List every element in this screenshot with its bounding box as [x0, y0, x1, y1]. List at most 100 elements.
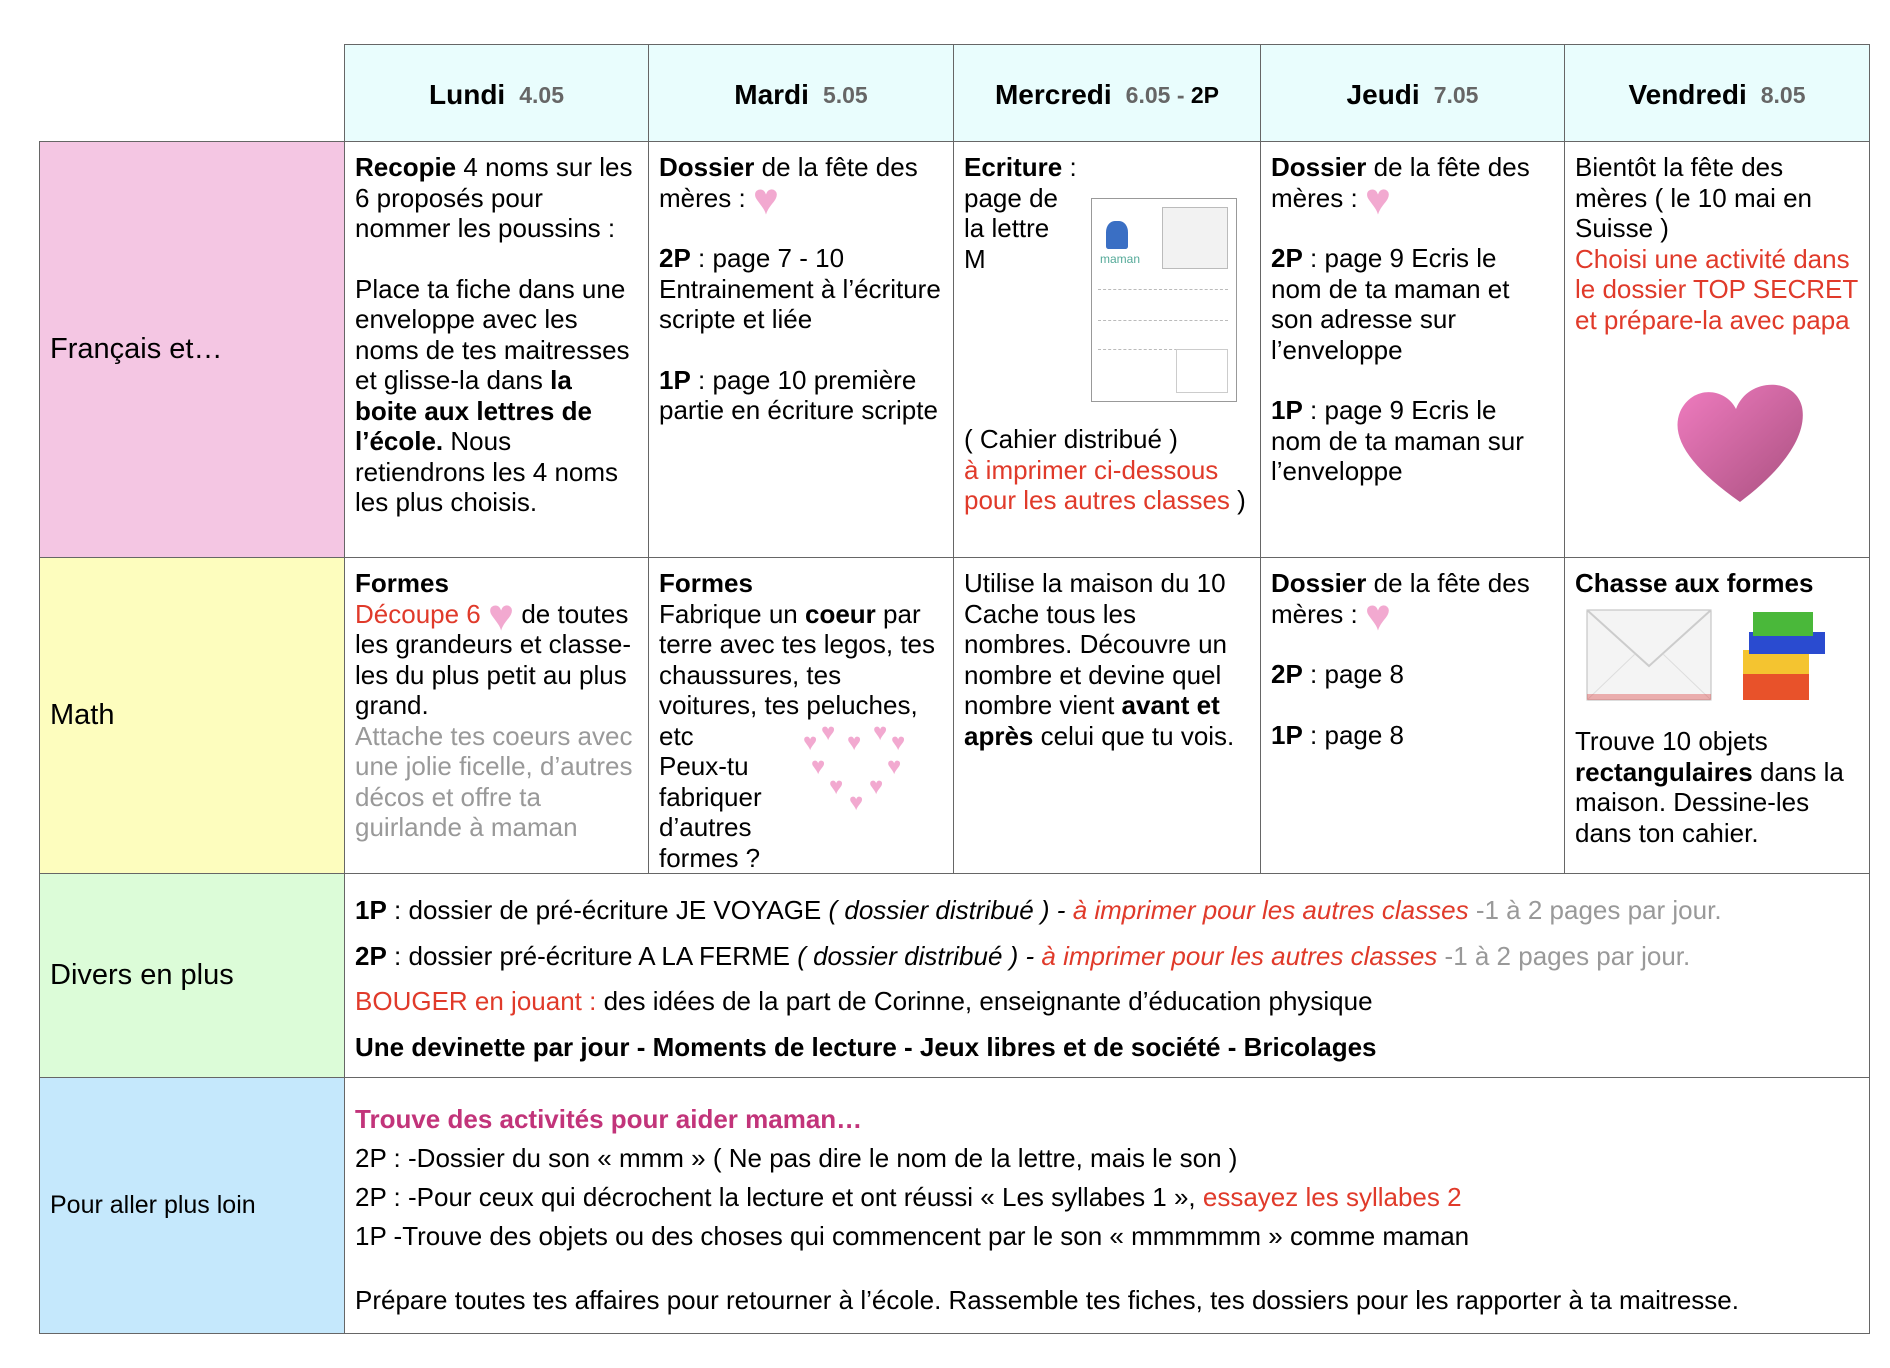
text: Fabrique un [659, 598, 805, 629]
envelope-icon [1586, 609, 1712, 701]
grey-text: -1 à 2 pages par jour. [1468, 895, 1722, 925]
header-mardi: Mardi 5.05 [648, 44, 954, 142]
bold-text: Formes [659, 568, 753, 598]
text: Utilise la maison du 10 Cache tous les n… [964, 568, 1228, 720]
text: : page 9 Ecris le nom de ta maman sur l’… [1271, 395, 1524, 486]
bold-text: Dossier [659, 152, 755, 182]
row-label-divers: Divers en plus [39, 873, 345, 1078]
loin-line: 1P -Trouve des objets ou des choses qui … [355, 1221, 1470, 1251]
divers-line: Une devinette par jour - Moments de lect… [355, 1025, 1859, 1071]
divers-line: BOUGER en jouant : des idées de la part … [355, 979, 1859, 1025]
divers-content: 1P : dossier de pré-écriture JE VOYAGE (… [344, 873, 1870, 1078]
heart-icon: ♥ [869, 773, 884, 800]
bold-text: Dossier [1271, 152, 1367, 182]
bold-text: Ecriture [964, 152, 1063, 182]
italic-text: ( dossier distribué ) - [828, 895, 1073, 925]
text: : [1062, 152, 1077, 182]
loin-title: Trouve des activités pour aider maman… [355, 1104, 863, 1134]
heart-icon: ♥ [847, 729, 862, 756]
red-text: Découpe 6 [355, 598, 481, 629]
red-text: à imprimer pour les autres classes [1072, 895, 1469, 925]
text: : dossier de pré-écriture JE VOYAGE [386, 895, 829, 925]
text: dans la maison. Dessine-les dans ton cah… [1575, 756, 1844, 848]
heart-icon: ♥ [1364, 174, 1392, 224]
red-text: essayez les syllabes 2 [1202, 1182, 1462, 1212]
francais-mercredi: Ecriture : page de la lettre M maman ( C… [953, 141, 1261, 558]
day-date: 5.05 [822, 81, 868, 108]
math-mercredi: Utilise la maison du 10 Cache tous les n… [953, 557, 1261, 874]
grey-text: Attache tes coeurs avec une jolie ficell… [355, 720, 633, 843]
divers-line: 2P : dossier pré-écriture A LA FERME ( d… [355, 934, 1859, 980]
red-text: BOUGER en jouant : [355, 986, 597, 1016]
francais-lundi: Recopie 4 noms sur les 6 proposés pour n… [344, 141, 649, 558]
day-date: 7.05 [1433, 81, 1479, 108]
text: page de la lettre M [964, 182, 1058, 274]
text: : page 9 Ecris le nom de ta maman et son… [1271, 243, 1510, 365]
worksheet-thumbnail: maman [1091, 198, 1237, 402]
math-vendredi: Chasse aux formes Trouve 10 objets recta… [1564, 557, 1870, 874]
text: Nous retiendrons les 4 noms les plus cho… [355, 426, 619, 517]
text: Peux-tu fabriquer d’autres formes ? [659, 751, 762, 873]
text: : page 8 [1302, 719, 1405, 750]
heart-icon: ♥ [803, 729, 818, 756]
divers-line: 1P : dossier de pré-écriture JE VOYAGE (… [355, 888, 1859, 934]
bold-text: Une devinette par jour - Moments de lect… [355, 1031, 1377, 1062]
bold-text: Chasse aux formes [1575, 568, 1814, 598]
text: : page 8 [1302, 659, 1405, 689]
bold-text: avant et après [964, 690, 1220, 751]
day-name: Jeudi [1346, 78, 1420, 110]
heart-icon: ♥ [849, 789, 864, 816]
loin-line: Prépare toutes tes affaires pour retourn… [355, 1285, 1739, 1315]
bold-text: Formes [355, 568, 449, 598]
text: Bientôt la fête des mères ( le 10 mai en… [1575, 152, 1812, 243]
header-vendredi: Vendredi 8.05 [1564, 44, 1870, 142]
writing-lines [1098, 349, 1228, 350]
day-name: Lundi [429, 78, 506, 110]
heart-icon: ♥ [891, 729, 906, 756]
text: de la fête des mères : [1271, 568, 1530, 629]
heart-icon: ♥ [887, 753, 902, 780]
text: ) [1229, 485, 1246, 515]
day-date: 8.05 [1760, 81, 1806, 108]
text: de la fête des mères : [659, 152, 918, 213]
heart-icon: ♥ [811, 753, 826, 780]
bold-text: Dossier [1271, 568, 1367, 598]
bold-text: 1P [355, 895, 387, 925]
francais-mardi: Dossier de la fête des mères : ♥ 2P : pa… [648, 141, 954, 558]
grey-text: -1 à 2 pages par jour. [1437, 940, 1691, 971]
bold-text: 2P [355, 940, 387, 971]
bold-text: Recopie [355, 152, 457, 182]
text: ( Cahier distribué ) [964, 424, 1178, 454]
bold-text: 2P [659, 243, 691, 273]
thumbnail-text: maman [1100, 252, 1141, 266]
bold-text: 2P [1271, 659, 1303, 689]
header-lundi: Lundi 4.05 [344, 44, 649, 142]
math-lundi: Formes Découpe 6 ♥ de toutes les grandeu… [344, 557, 649, 874]
heart-icon: ♥ [752, 174, 780, 224]
bold-text: la boite aux lettres de l’école. [355, 365, 592, 456]
math-jeudi: Dossier de la fête des mères : ♥ 2P : pa… [1260, 557, 1565, 874]
figure-icon [1106, 221, 1128, 249]
day-date: 4.05 [519, 81, 564, 108]
text: 2P : -Pour ceux qui décrochent la lectur… [355, 1182, 1203, 1212]
header-jeudi: Jeudi 7.05 [1260, 44, 1565, 142]
heart-icon: ♥ [829, 773, 844, 800]
row-label-loin: Pour aller plus loin [39, 1077, 345, 1334]
day-date: 6.05 - 2P [1126, 80, 1219, 111]
text: Trouve 10 objets [1575, 726, 1768, 756]
text: 4 noms sur les 6 proposés pour nommer le… [355, 152, 633, 243]
header-mercredi: Mercredi 6.05 - 2P [953, 44, 1261, 142]
letter-image [1162, 207, 1228, 269]
day-name: Vendredi [1628, 78, 1747, 110]
red-text: Choisi une activité dans le dossier TOP … [1575, 243, 1858, 335]
red-text: à imprimer ci-dessous pour les autres cl… [964, 454, 1230, 516]
big-heart-icon [1677, 384, 1803, 502]
heart-icon: ♥ [821, 719, 836, 746]
lego-icon [1743, 612, 1825, 700]
bold-text: coeur [804, 598, 876, 629]
loin-line: 2P : -Pour ceux qui décrochent la lectur… [355, 1178, 1859, 1217]
text: par terre avec tes legos, tes chaussures… [659, 598, 936, 751]
day-level: 2P [1190, 81, 1220, 108]
heart-shape-of-hearts: ♥ ♥ ♥ ♥ ♥ ♥ ♥ ♥ ♥ ♥ [799, 718, 919, 828]
loin-content: Trouve des activités pour aider maman… 2… [344, 1077, 1870, 1334]
